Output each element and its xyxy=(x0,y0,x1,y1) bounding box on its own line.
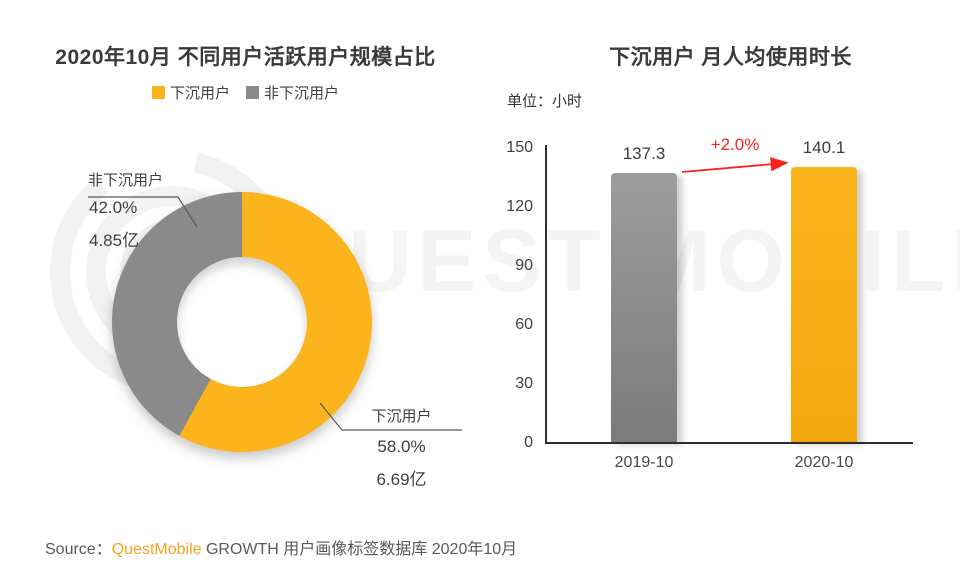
pie-legend: 下沉用户 非下沉用户 xyxy=(28,82,463,103)
bar-plot-area: 137.3 140.1 +2.0% 2019-10 2020-10 xyxy=(545,135,913,471)
callout-nonsink-amount: 4.85亿 xyxy=(89,231,140,250)
legend-item-nonsink-users: 非下沉用户 xyxy=(246,82,339,103)
unit-label: 单位：小时 xyxy=(507,93,583,110)
source-line: Source：QuestMobile GROWTH 用户画像标签数据库 2020… xyxy=(45,535,517,559)
growth-label: +2.0% xyxy=(710,135,760,154)
legend-item-sink-users: 下沉用户 xyxy=(151,82,230,103)
callout-sink-percent: 58.0% xyxy=(377,437,426,456)
x-tick-2019-10: 2019-10 xyxy=(614,454,674,471)
legend-label-sink: 下沉用户 xyxy=(169,85,230,102)
bar-2020 xyxy=(791,167,857,442)
y-tick-120: 120 xyxy=(506,198,533,215)
y-tick-60: 60 xyxy=(515,316,533,333)
growth-arrow xyxy=(681,157,789,173)
callout-nonsink-percent: 42.0% xyxy=(89,198,138,217)
bar-column-2019: 137.3 xyxy=(611,144,677,442)
callout-sink-label: 下沉用户 xyxy=(371,408,432,425)
legend-swatch-nonsink xyxy=(246,86,259,99)
y-tick-150: 150 xyxy=(506,139,533,156)
callout-sink-amount: 6.69亿 xyxy=(376,470,427,489)
y-tick-30: 30 xyxy=(515,375,533,392)
source-brand: QuestMobile xyxy=(111,541,202,558)
bar-value-2020: 140.1 xyxy=(802,138,846,158)
y-tick-90: 90 xyxy=(515,257,533,274)
y-axis-ticks: 150 120 90 60 30 0 xyxy=(455,0,533,574)
source-prefix: Source： xyxy=(45,541,112,558)
legend-swatch-sink xyxy=(151,86,165,99)
bar-value-2019: 137.3 xyxy=(622,143,666,163)
x-axis xyxy=(545,442,913,444)
donut-chart xyxy=(112,192,372,452)
source-suffix: GROWTH 用户画像标签数据库 2020年10月 xyxy=(201,541,518,558)
bar-chart-title: 下沉用户 月人均使用时长 xyxy=(609,46,852,69)
bar-2019 xyxy=(611,172,677,442)
donut-hole xyxy=(177,257,307,387)
x-tick-2020-10: 2020-10 xyxy=(794,454,854,471)
callout-nonsink-label: 非下沉用户 xyxy=(88,172,164,189)
y-tick-0: 0 xyxy=(524,434,533,451)
bar-column-2020: 140.1 xyxy=(791,138,857,442)
legend-label-nonsink: 非下沉用户 xyxy=(264,85,340,102)
pie-chart-title: 2020年10月 不同用户活跃用户规模占比 xyxy=(55,46,436,69)
y-axis xyxy=(545,145,547,443)
